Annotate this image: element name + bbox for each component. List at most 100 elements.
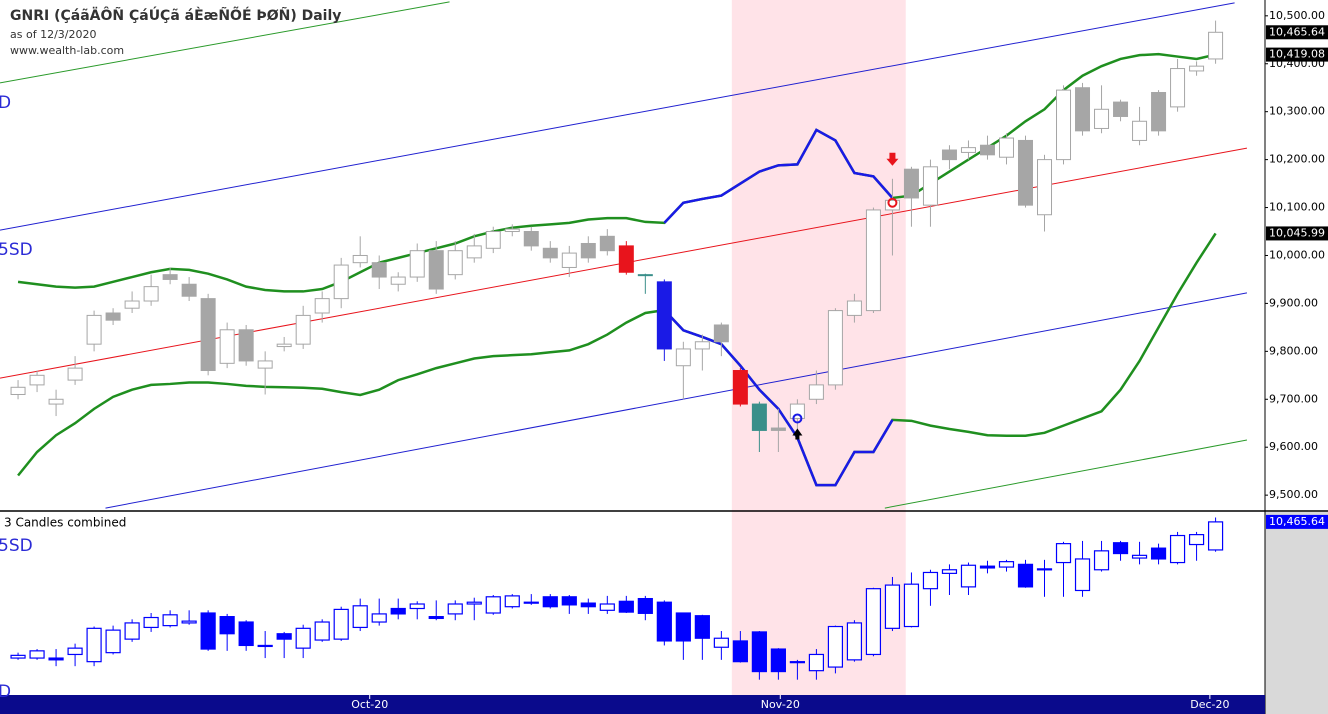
- channel-line: [0, 1, 450, 84]
- value-label-box: [1266, 47, 1328, 62]
- candle-body: [561, 252, 577, 268]
- candle-body: [865, 209, 881, 312]
- candle-body: [694, 341, 710, 350]
- combined-body: [143, 616, 159, 629]
- candle-body: [390, 276, 406, 285]
- combined-body: [732, 640, 748, 663]
- channel-label: D: [0, 682, 11, 702]
- combined-body: [884, 584, 901, 629]
- candle-body: [542, 247, 558, 259]
- band-line: [17, 232, 1217, 487]
- candle-body: [1017, 139, 1033, 206]
- y-tick-label: 10,200.00: [1269, 153, 1325, 166]
- chart-title: GNRI (ÇáãÄÔÑ ÇáÚÇã áÈæÑÕÉ ÞØÑ) Daily: [10, 6, 341, 24]
- combined-body: [257, 644, 273, 648]
- candle-body: [29, 374, 45, 386]
- candle-body: [846, 300, 862, 316]
- candle-body: [713, 324, 729, 343]
- combined-body: [409, 603, 425, 610]
- combined-body: [694, 615, 710, 639]
- candle-body: [200, 298, 216, 372]
- channel-label: D: [0, 93, 11, 113]
- candle-body: [656, 281, 672, 350]
- combined-body: [200, 612, 216, 650]
- candle-body: [10, 386, 26, 395]
- combined-body: [599, 603, 615, 611]
- buy-arrow: [792, 428, 803, 440]
- sell-arrow: [886, 152, 899, 166]
- candle-body: [637, 274, 653, 277]
- combined-body: [1017, 563, 1034, 588]
- candle-body: [1208, 31, 1224, 60]
- combined-body: [751, 631, 767, 673]
- combined-body: [428, 616, 444, 620]
- candle-body: [675, 348, 691, 367]
- band-line-highlight: [663, 128, 894, 224]
- combined-body: [504, 595, 520, 608]
- value-label: 10,419.08: [1269, 48, 1325, 61]
- source: www.wealth-lab.com: [10, 44, 124, 57]
- combined-body: [48, 657, 64, 661]
- y-tick-label: 9,500.00: [1269, 488, 1318, 501]
- candle-body: [466, 245, 482, 259]
- candle-body: [485, 231, 501, 249]
- combined-body: [941, 569, 958, 574]
- candle-body: [789, 403, 805, 419]
- combined-body: [998, 561, 1015, 568]
- pane-title: 3 Candles combined: [4, 516, 126, 530]
- combined-body: [979, 565, 996, 569]
- combined-body: [333, 608, 349, 640]
- y-tick-label: 9,600.00: [1269, 440, 1318, 453]
- combined-body: [1055, 543, 1072, 564]
- combined-body: [580, 602, 596, 608]
- x-tick-label: Dec-20: [1190, 698, 1229, 711]
- combined-body: [1093, 550, 1110, 571]
- candle-body: [523, 231, 539, 247]
- combined-body: [162, 614, 178, 627]
- x-tick-label: Oct-20: [351, 698, 388, 711]
- candle-body: [827, 310, 843, 386]
- x-axis-bar: [0, 695, 1265, 714]
- y-tick-label: 9,700.00: [1269, 392, 1318, 405]
- candle-body: [1113, 101, 1129, 117]
- combined-body: [447, 603, 463, 615]
- combined-body: [238, 621, 254, 647]
- combined-body: [67, 647, 83, 656]
- combined-body: [903, 583, 920, 628]
- shaded-period: [731, 0, 906, 695]
- candle-body: [181, 283, 197, 297]
- combined-body: [1112, 542, 1129, 555]
- candle-body: [333, 264, 349, 300]
- combined-body: [656, 601, 672, 642]
- value-label: 10,465.64: [1269, 515, 1325, 528]
- candle-body: [124, 300, 140, 309]
- combined-body: [1169, 534, 1186, 564]
- combined-body: [1074, 558, 1091, 592]
- candle-body: [409, 250, 425, 278]
- combined-body: [105, 629, 121, 654]
- combined-body: [827, 625, 844, 668]
- y-tick-label: 9,900.00: [1269, 296, 1318, 309]
- combined-body: [960, 564, 977, 588]
- candle-body: [352, 254, 368, 264]
- combined-body: [314, 621, 330, 641]
- candle-body: [941, 149, 957, 161]
- candle-body: [903, 168, 919, 199]
- y-tick-label: 10,100.00: [1269, 201, 1325, 214]
- combined-body: [922, 571, 939, 590]
- candle-body: [447, 250, 463, 276]
- value-label-box: [1266, 226, 1328, 241]
- combined-body: [561, 596, 577, 606]
- candle-body: [998, 137, 1014, 158]
- channel-line: [884, 439, 1248, 509]
- candle-body: [314, 298, 330, 314]
- candle-body: [504, 228, 520, 233]
- combined-body: [10, 654, 26, 659]
- candle-body: [162, 274, 178, 280]
- combined-body: [846, 622, 863, 661]
- candle-body: [922, 166, 938, 206]
- candle-body: [295, 314, 311, 345]
- combined-body: [1036, 568, 1053, 571]
- combined-body: [352, 605, 368, 629]
